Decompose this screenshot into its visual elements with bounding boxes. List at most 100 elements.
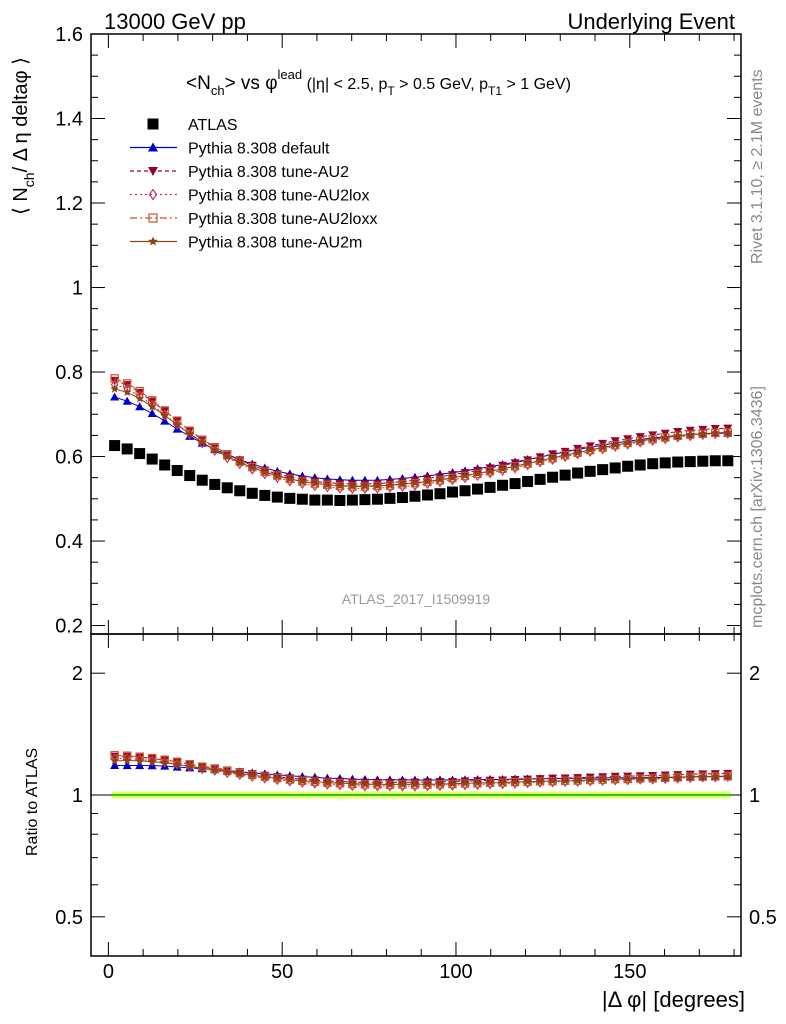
data-point (296, 493, 308, 505)
data-point (184, 470, 196, 482)
mc-point (610, 440, 620, 449)
data-point (259, 489, 271, 501)
ratio-point (123, 753, 132, 765)
series-pythia-8-308-tune-au2m (110, 384, 733, 490)
ratio-point (348, 779, 357, 788)
ratio-point (135, 753, 144, 766)
ratio-point (510, 777, 520, 786)
legend-marker (147, 118, 159, 130)
mc-point (435, 475, 445, 484)
legend-label: Pythia 8.308 default (188, 141, 330, 158)
ratio-point (485, 778, 495, 787)
main-ytick-label: 0.8 (55, 362, 83, 384)
ratio-point (185, 761, 194, 770)
legend: ATLAS Pythia 8.308 default Pythia 8.308 tu… (130, 117, 377, 252)
ratio-line (114, 759, 728, 786)
data-point (572, 467, 584, 479)
data-point (709, 455, 721, 467)
data-point (522, 475, 534, 487)
ratio-point (172, 759, 182, 769)
mc-point (548, 453, 557, 462)
data-point (396, 492, 408, 504)
mc-point (598, 443, 607, 452)
mc-point (185, 431, 195, 440)
mc-point (135, 394, 144, 403)
data-point (446, 486, 458, 498)
title-sub2: T (387, 84, 395, 98)
ratio-point (373, 779, 382, 788)
mc-point (185, 429, 194, 438)
ratio-ytick-label-right: 0.5 (749, 907, 777, 929)
ratio-point (172, 762, 182, 771)
series-line (114, 388, 728, 487)
main-ytick-label: 1.2 (55, 193, 83, 215)
mc-point (460, 471, 470, 480)
data-point (359, 494, 371, 506)
ratio-ytick-label: 2 (72, 663, 83, 685)
main-ytick-label: 1.4 (55, 109, 83, 131)
data-point (534, 473, 546, 485)
ratio-point (460, 778, 470, 787)
data-point (597, 464, 609, 476)
ratio-point (548, 776, 557, 785)
data-point (271, 491, 283, 503)
mc-point (410, 478, 420, 487)
data-point (109, 440, 121, 452)
mc-point (273, 471, 282, 480)
title-part3: (|η| < 2.5, p (302, 76, 387, 93)
mc-point (110, 392, 120, 401)
legend-label: Pythia 8.308 tune-AU2lox (188, 188, 369, 205)
mc-point (698, 429, 708, 438)
ratio-point (648, 773, 657, 782)
header-energy: 13000 GeV pp (104, 9, 246, 34)
data-point (684, 456, 696, 468)
ratio-point (160, 761, 170, 770)
data-point (622, 460, 634, 472)
data-point (484, 481, 496, 493)
main-ytick-label: 0.6 (55, 447, 83, 469)
ratio-point (523, 777, 532, 786)
mc-point (135, 402, 145, 411)
data-point (409, 490, 421, 502)
mc-point (648, 434, 657, 443)
data-point (309, 494, 321, 506)
data-point (672, 456, 684, 468)
mc-point (623, 438, 632, 447)
mc-point (285, 474, 295, 483)
data-point (146, 453, 158, 465)
mcplots-label: mcplots.cern.ch [arXiv:1306.3436] (749, 386, 766, 628)
series-line (114, 384, 728, 490)
title-part1: <N (186, 73, 211, 94)
ratio-point (197, 763, 207, 772)
ratio-point (385, 779, 395, 789)
mc-point (135, 388, 145, 397)
ratio-y-axis-label: Ratio to ATLAS (24, 748, 41, 856)
xtick-label: 0 (103, 961, 114, 983)
data-point (584, 465, 596, 477)
mc-point (323, 480, 332, 489)
mc-point (685, 430, 695, 439)
mc-point (660, 433, 670, 442)
legend-label: Pythia 8.308 tune-AU2loxx (188, 211, 377, 228)
legend-marker (148, 213, 158, 223)
ratio-point (110, 756, 119, 765)
mc-point (147, 397, 157, 406)
data-point (384, 492, 396, 504)
mc-point (248, 463, 257, 472)
data-point (209, 478, 221, 490)
ratio-point (598, 775, 607, 784)
ratio-point (673, 772, 683, 781)
title-part5: > 1 GeV) (502, 76, 571, 93)
mc-point (197, 437, 207, 446)
ratio-point (360, 779, 370, 788)
main-ylabel-sub: ch (21, 172, 37, 187)
data-point (472, 483, 484, 495)
mc-point (398, 479, 407, 488)
title-part4: > 0.5 GeV, p (395, 76, 488, 93)
title-sub1: ch (211, 83, 225, 98)
mc-point (172, 420, 182, 429)
main-ytick-label: 0.4 (55, 531, 83, 553)
mc-point (348, 483, 357, 495)
ratio-point (423, 779, 432, 788)
